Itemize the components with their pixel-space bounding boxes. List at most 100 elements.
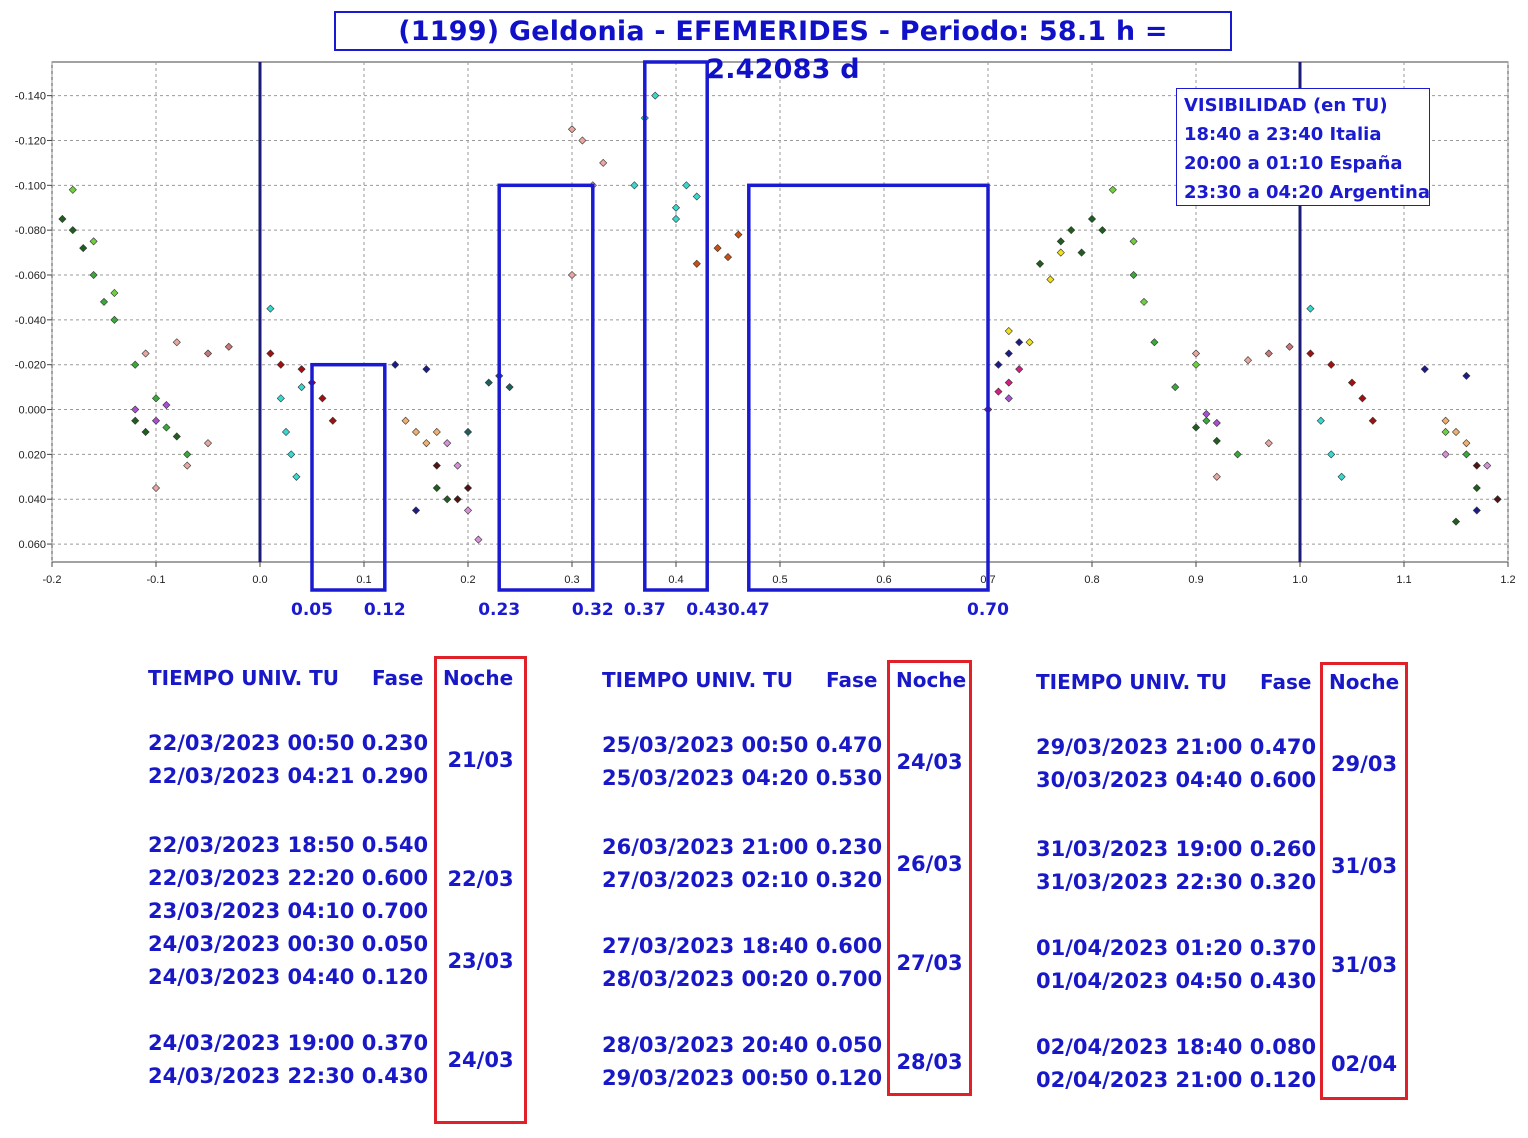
data-point [172, 338, 181, 347]
data-point [276, 394, 285, 403]
data-point [1285, 342, 1294, 351]
ephemeris-row: 02/04/2023 18:40 0.080 [1036, 1035, 1317, 1059]
x-tick-label: 0.8 [1084, 574, 1099, 586]
ephemeris-row: 24/03/2023 00:30 0.050 [148, 932, 429, 956]
data-point [203, 349, 213, 358]
data-point [1202, 416, 1211, 425]
data-point [110, 315, 119, 324]
x-tick-label: 0.9 [1188, 574, 1203, 586]
data-point [391, 360, 400, 369]
data-point [463, 483, 473, 493]
ephemeris-row: 29/03/2023 00:50 0.120 [602, 1066, 883, 1090]
data-point [1067, 226, 1076, 235]
phase-window-label: 0.70 [967, 600, 1009, 620]
visibility-line: 18:40 a 23:40 Italia [1184, 124, 1382, 145]
data-point [1243, 356, 1253, 365]
data-point [1212, 418, 1221, 428]
data-point [692, 259, 701, 268]
x-tick-label: 0.5 [772, 574, 787, 586]
data-point [463, 506, 473, 515]
data-point [1451, 517, 1461, 526]
data-point [318, 394, 327, 403]
data-point [1129, 237, 1138, 246]
data-point [1098, 226, 1107, 235]
ephemeris-row: 27/03/2023 18:40 0.600 [602, 934, 883, 958]
data-point [1337, 472, 1346, 481]
header-time: TIEMPO UNIV. TU [148, 666, 340, 690]
data-point [141, 349, 150, 358]
data-point [172, 432, 181, 441]
x-tick-label: 0.4 [668, 574, 683, 586]
night-label: 22/03 [447, 866, 514, 891]
data-point [266, 304, 275, 313]
header-phase: Fase [826, 668, 878, 692]
data-point [1264, 349, 1273, 358]
data-point [1035, 259, 1045, 268]
ephemeris-row: 22/03/2023 22:20 0.600 [148, 866, 429, 890]
ephemeris-row: 22/03/2023 18:50 0.540 [148, 833, 429, 857]
data-point [1451, 427, 1461, 436]
x-tick-label: 0.6 [876, 574, 891, 586]
data-point [1233, 450, 1242, 459]
header-night: Noche [896, 668, 967, 692]
data-point [1472, 506, 1481, 515]
data-point [68, 185, 77, 194]
night-label: 24/03 [896, 750, 963, 774]
x-tick-label: -0.2 [43, 574, 62, 586]
data-point [1420, 365, 1429, 374]
data-point [162, 401, 171, 410]
night-column-box [434, 656, 527, 1124]
data-point [131, 416, 140, 425]
ephemeris-row: 24/03/2023 19:00 0.370 [148, 1031, 429, 1055]
data-point [505, 383, 514, 392]
data-point [723, 253, 733, 262]
data-point [443, 495, 452, 504]
data-point [1306, 349, 1315, 358]
data-point [1015, 338, 1024, 347]
visibility-title: VISIBILIDAD (en TU) [1184, 95, 1388, 116]
data-point [151, 483, 161, 493]
data-point [141, 427, 150, 436]
header-time: TIEMPO UNIV. TU [1036, 670, 1228, 694]
data-point [453, 461, 462, 470]
night-label: 29/03 [1330, 752, 1398, 776]
data-point [484, 378, 493, 387]
data-point [994, 387, 1003, 396]
x-tick-label: 1.1 [1396, 574, 1411, 586]
phase-window-label: 0.43 [686, 600, 728, 620]
ephemeris-row: 01/04/2023 04:50 0.430 [1036, 969, 1317, 993]
data-point [422, 439, 431, 448]
data-point [599, 158, 608, 167]
data-point [328, 416, 337, 425]
data-point [1368, 416, 1377, 425]
data-point [432, 427, 441, 436]
data-point [1441, 427, 1450, 436]
data-point [162, 423, 171, 432]
x-tick-label: 0.3 [564, 574, 579, 586]
night-label: 24/03 [447, 1048, 514, 1072]
data-point [58, 214, 67, 223]
data-point [1150, 338, 1159, 347]
ephemeris-row: 31/03/2023 19:00 0.260 [1036, 837, 1317, 861]
data-point [1191, 360, 1201, 369]
data-point [567, 270, 577, 280]
ephemeris-row: 28/03/2023 20:40 0.050 [602, 1033, 883, 1057]
data-point [713, 244, 722, 253]
data-point [411, 427, 421, 436]
data-point [1129, 270, 1138, 280]
data-point [1025, 338, 1034, 347]
data-point [1472, 483, 1481, 493]
data-point [453, 495, 462, 504]
night-label: 02/04 [1330, 1052, 1398, 1076]
y-tick-label: -0.040 [15, 315, 46, 327]
x-tick-label: 1.0 [1292, 574, 1307, 586]
ephemeris-row: 28/03/2023 00:20 0.700 [602, 967, 883, 991]
ephemeris-row: 24/03/2023 22:30 0.430 [148, 1064, 429, 1088]
data-point [297, 383, 306, 392]
data-point [1472, 461, 1481, 470]
night-label: 21/03 [447, 748, 514, 772]
data-point [1327, 450, 1336, 459]
data-point [68, 226, 77, 235]
data-point [1139, 297, 1149, 306]
data-point [1191, 423, 1201, 432]
